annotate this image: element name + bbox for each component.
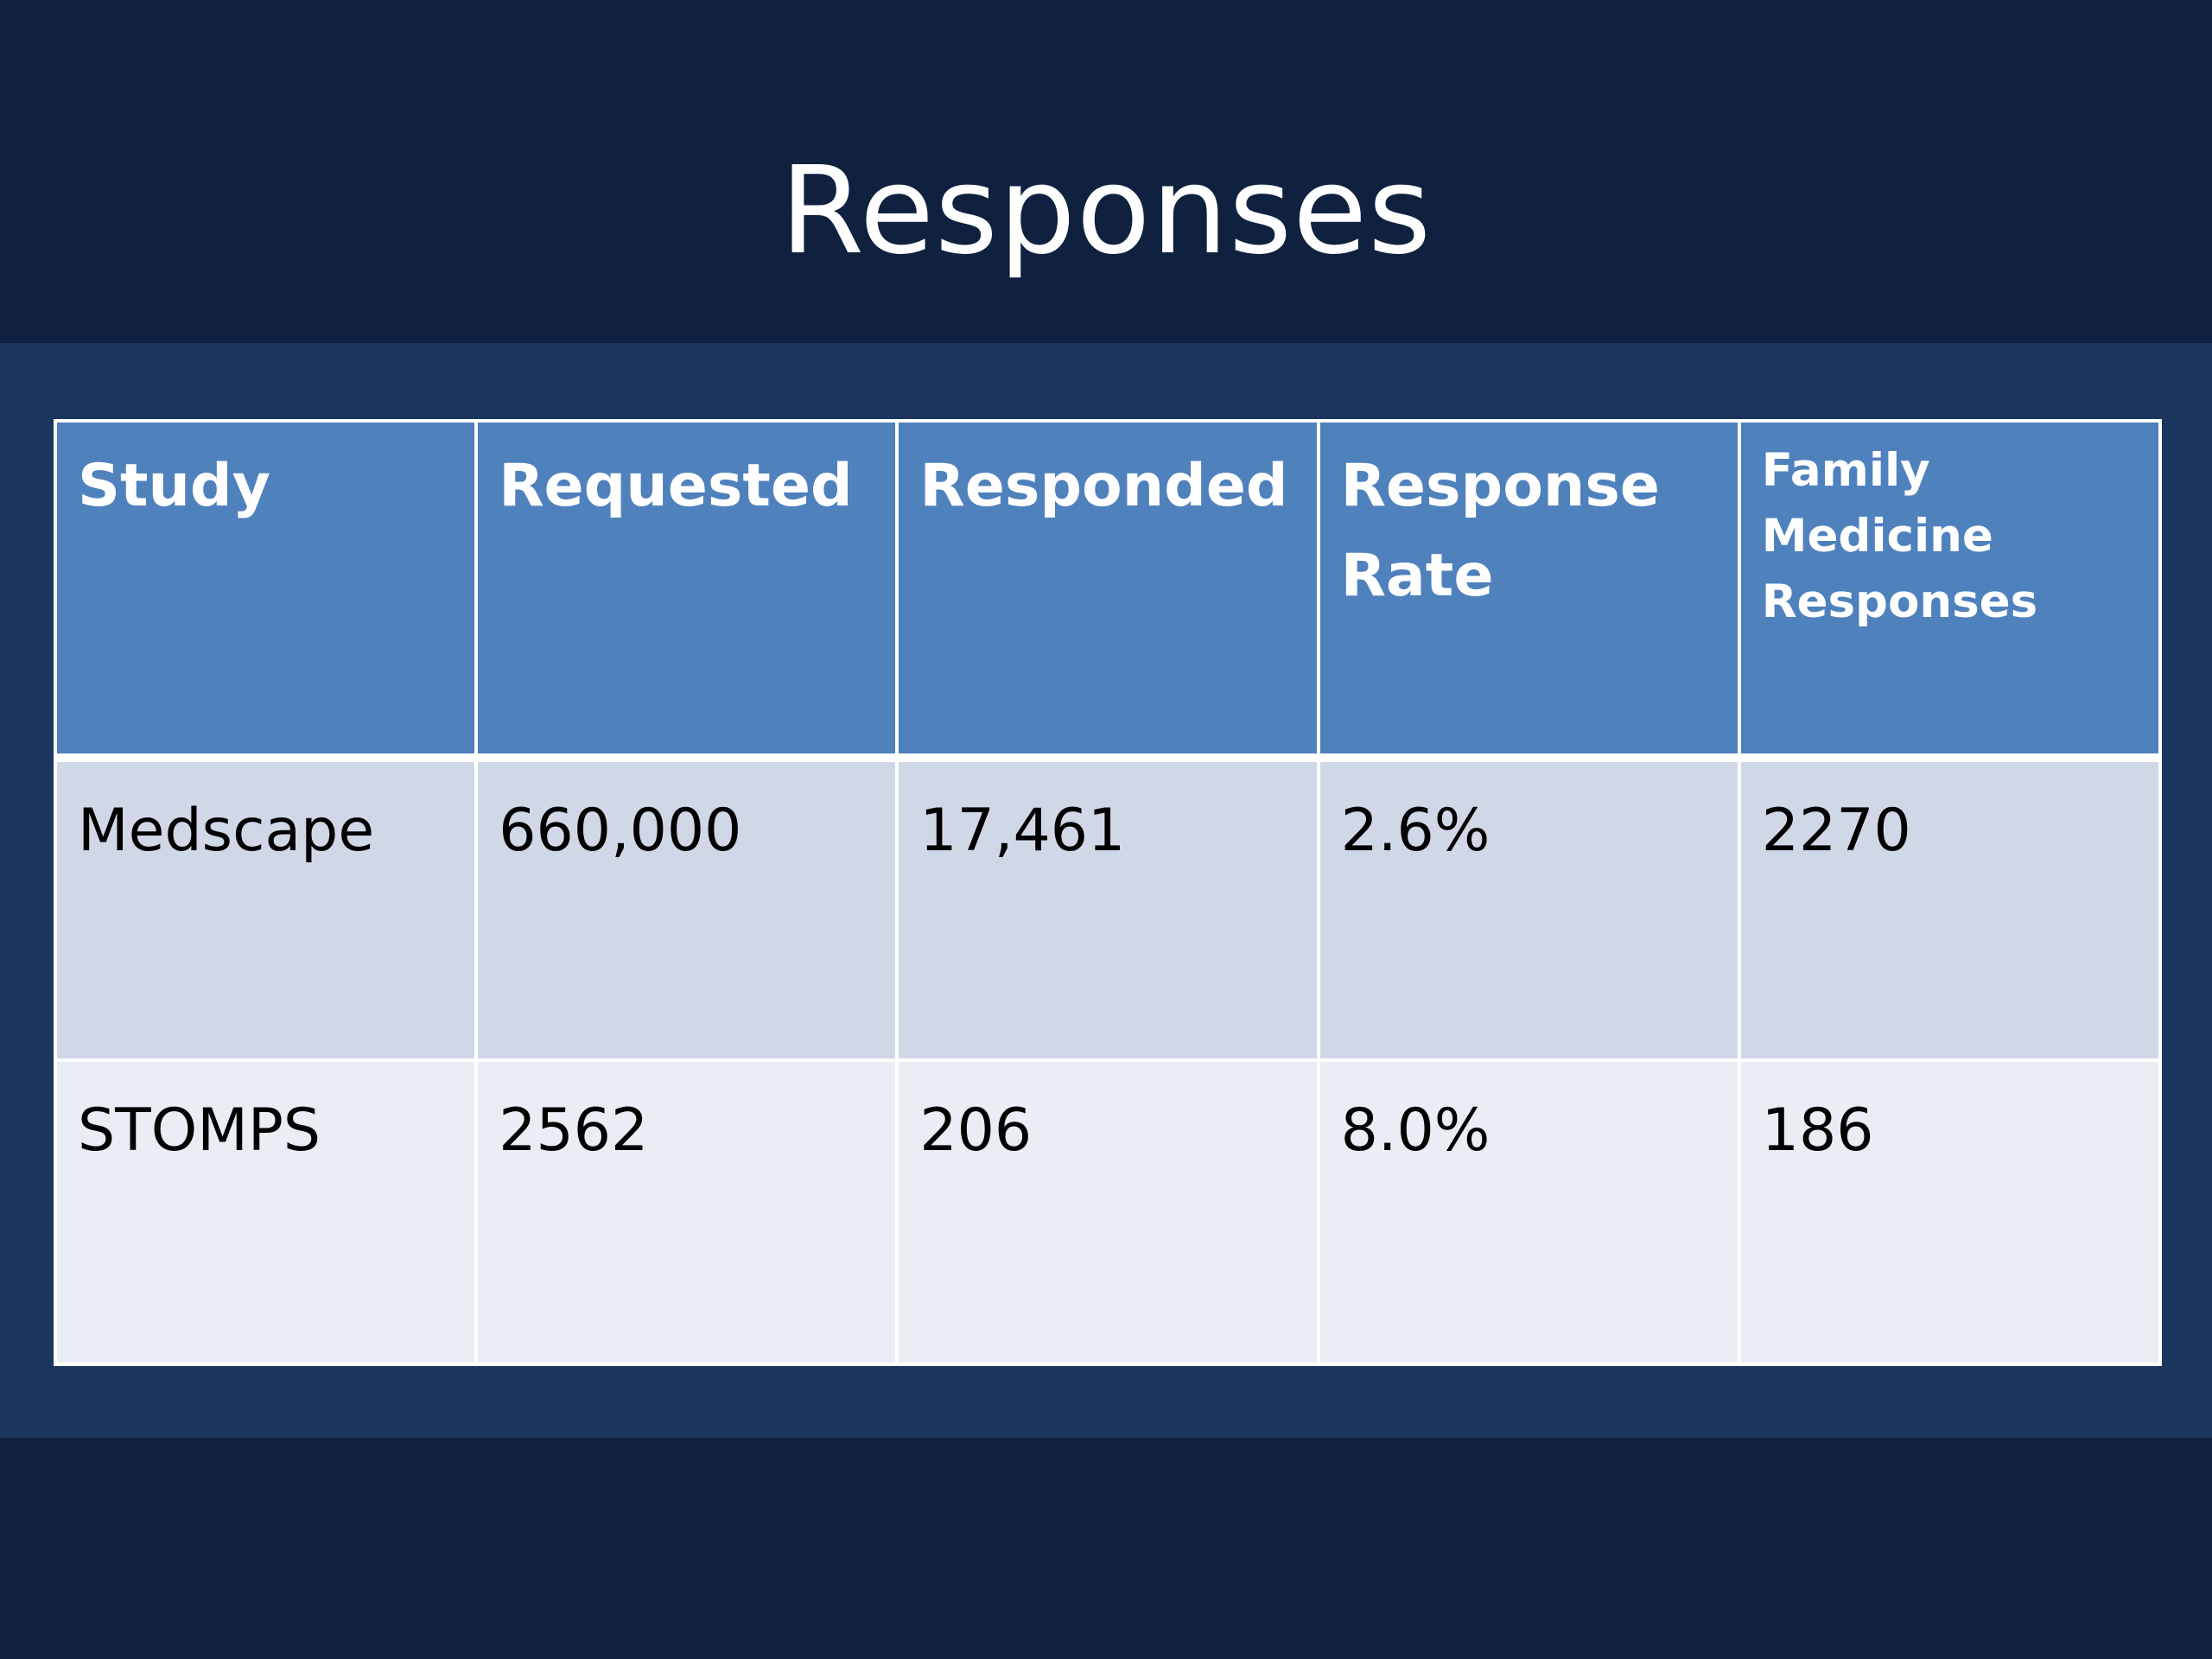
cell-requested: 660,000: [474, 756, 899, 1062]
table-row: Medscape 660,000 17,461 2.6% 2270: [53, 756, 2162, 1062]
cell-responded: 206: [895, 1058, 1320, 1366]
header-requested: Requested: [474, 419, 899, 762]
cell-requested: 2562: [474, 1058, 899, 1366]
cell-response-rate: 8.0%: [1316, 1058, 1741, 1366]
cell-family-medicine-responses: 186: [1737, 1058, 2162, 1366]
header-responded: Responded: [895, 419, 1320, 762]
cell-study: STOMPS: [53, 1058, 479, 1366]
table-header-row: Study Requested Responded Response Rate …: [53, 419, 2162, 762]
header-study: Study: [53, 419, 479, 762]
table-row: STOMPS 2562 206 8.0% 186: [53, 1058, 2162, 1366]
slide-title: Responses: [779, 141, 1433, 282]
header-response-rate: Response Rate: [1316, 419, 1741, 762]
header-family-medicine-responses: Family Medicine Responses: [1737, 419, 2162, 762]
cell-responded: 17,461: [895, 756, 1320, 1062]
responses-table: Study Requested Responded Response Rate …: [53, 419, 2162, 1366]
cell-family-medicine-responses: 2270: [1737, 756, 2162, 1062]
cell-response-rate: 2.6%: [1316, 756, 1741, 1062]
cell-study: Medscape: [53, 756, 479, 1062]
